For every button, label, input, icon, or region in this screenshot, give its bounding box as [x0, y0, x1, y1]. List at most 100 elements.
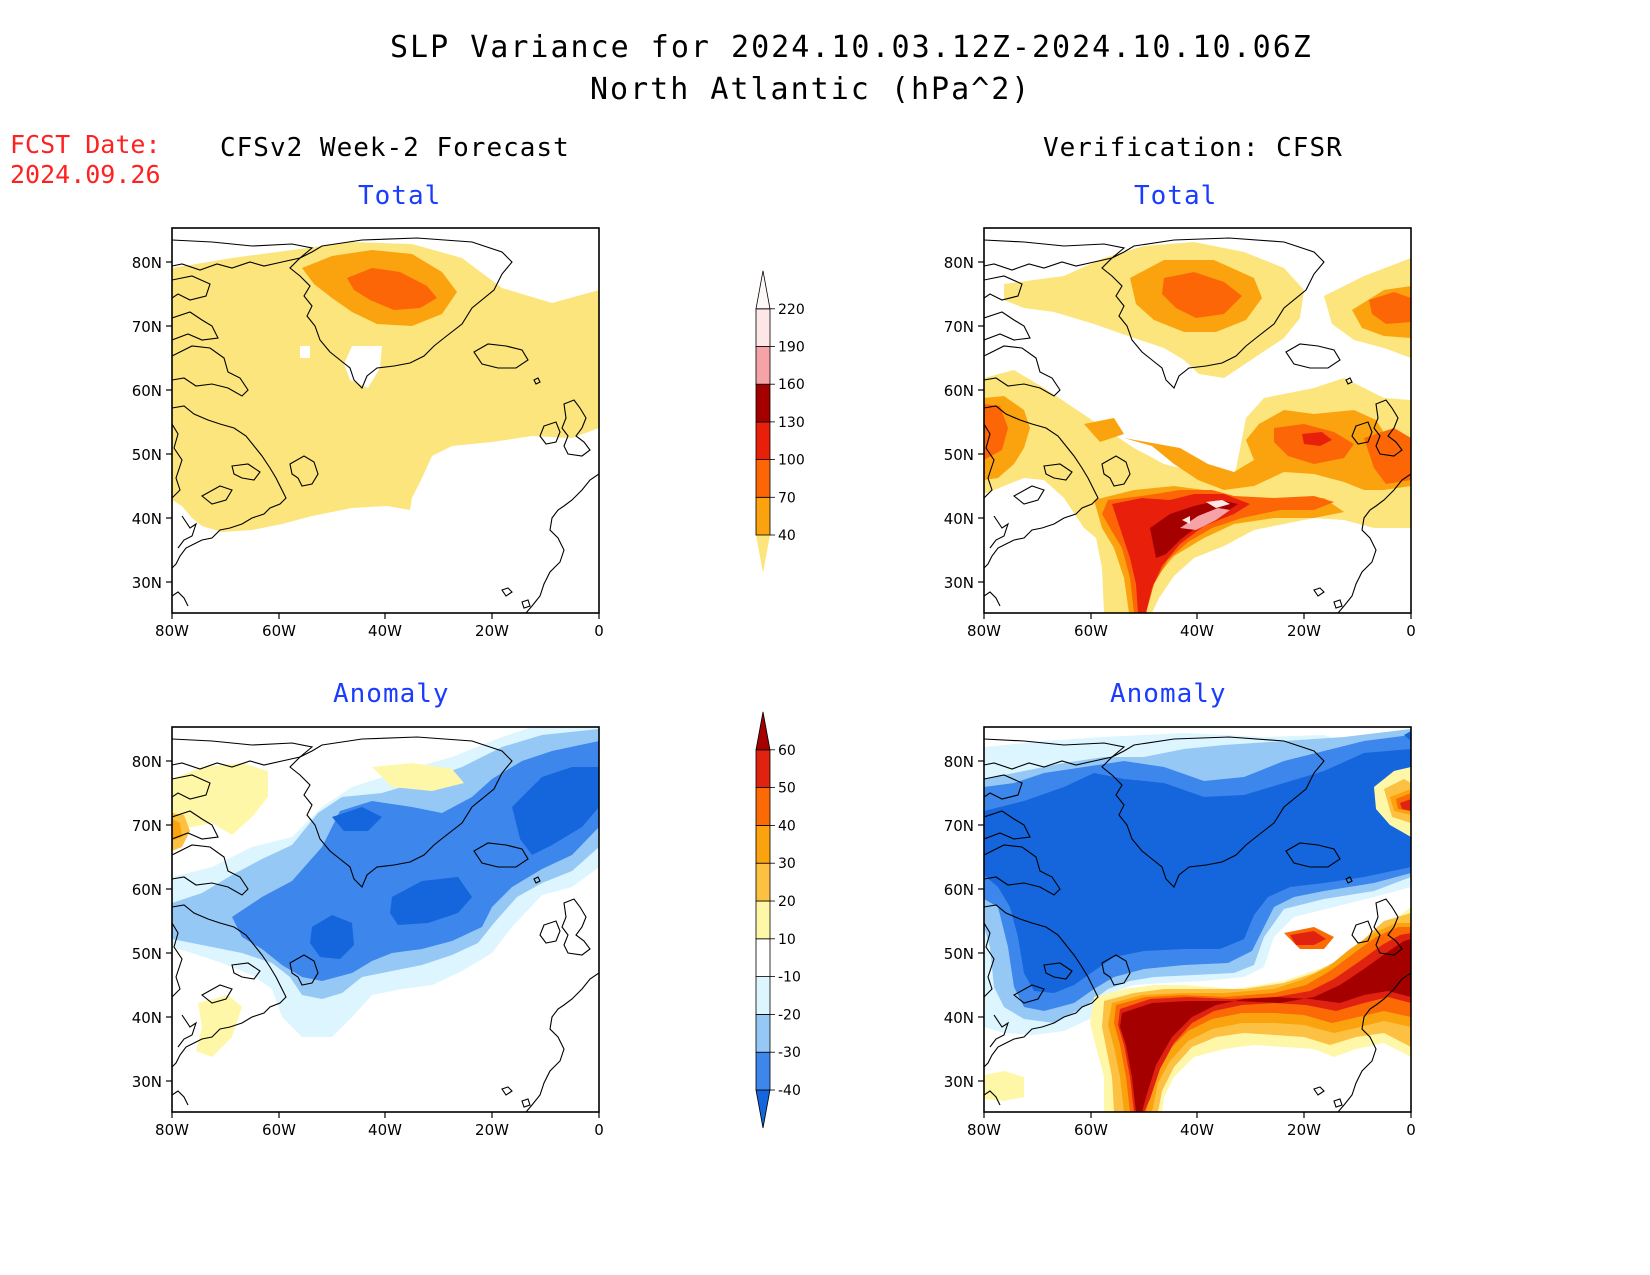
colorbar-bin: [755, 862, 771, 902]
panel-verification-total: [977, 227, 1412, 620]
colorbar-triangle-high: [755, 711, 771, 751]
lat-label: 30N: [132, 1073, 162, 1091]
lat-label: 50N: [944, 945, 974, 963]
lat-label: 80N: [132, 254, 162, 272]
contour-fill-220-plus: [1182, 500, 1230, 524]
panel-title-verification-anomaly: Anomaly: [1110, 679, 1227, 709]
axis-labels-forecast-anomaly: 80N 70N 60N 50N 40N 30N 80W 60W 40W 20W …: [132, 753, 604, 1139]
contour-fill-30-40: [172, 819, 182, 841]
lon-label: 80W: [967, 1121, 1001, 1139]
lon-label: 80W: [967, 622, 1001, 640]
colorbar-label: 100: [778, 453, 805, 469]
lon-label: 20W: [475, 622, 509, 640]
axis-labels-verification-total: 80N 70N 60N 50N 40N 30N 80W 60W 40W 20W …: [944, 254, 1416, 640]
lat-label: 70N: [132, 318, 162, 336]
lat-label: 50N: [132, 446, 162, 464]
column-title-verification: Verification: CFSR: [1043, 133, 1343, 163]
colorbar-label: -30: [778, 1045, 801, 1061]
colorbar-triangle-low: [756, 535, 770, 573]
colorbar-bin: [755, 976, 771, 1015]
chart-title-line2: North Atlantic (hPa^2): [590, 72, 1032, 107]
colorbar-label: 130: [778, 415, 805, 431]
lat-label: 50N: [132, 945, 162, 963]
contour-fill-minus40: [984, 731, 1411, 993]
lon-label: 0: [594, 622, 604, 640]
panel-verification-anomaly: [977, 726, 1412, 1119]
axis-labels-verification-anomaly: 80N 70N 60N 50N 40N 30N 80W 60W 40W 20W …: [944, 753, 1416, 1139]
lat-label: 30N: [132, 574, 162, 592]
colorbar-label: 10: [778, 932, 796, 948]
colorbar-label: 50: [778, 781, 796, 797]
lat-label: 70N: [944, 817, 974, 835]
lon-label: 20W: [1287, 1121, 1321, 1139]
lat-label: 80N: [944, 254, 974, 272]
lon-label: 60W: [262, 622, 296, 640]
colorbar-total: 40 70 100 130 160 190 220: [755, 270, 805, 573]
lat-label: 40N: [132, 1009, 162, 1027]
colorbar-label: -10: [778, 970, 801, 986]
colorbar-bin: [755, 459, 771, 498]
lat-label: 40N: [944, 1009, 974, 1027]
lat-label: 30N: [944, 1073, 974, 1091]
lat-label: 40N: [132, 510, 162, 528]
colorbar-bin: [755, 900, 771, 940]
colorbar-bin: [755, 787, 771, 826]
lon-label: 0: [594, 1121, 604, 1139]
colorbar-bin: [755, 825, 771, 864]
lat-label: 80N: [132, 753, 162, 771]
panel-forecast-anomaly: [165, 726, 600, 1119]
colorbar-triangle-high: [755, 270, 771, 310]
lon-label: 80W: [155, 622, 189, 640]
lat-label: 60N: [132, 382, 162, 400]
panel-title-forecast-anomaly: Anomaly: [333, 679, 450, 709]
lon-label: 20W: [475, 1121, 509, 1139]
lon-label: 40W: [368, 1121, 402, 1139]
fcst-date-label: FCST Date:: [10, 130, 161, 159]
lon-label: 40W: [368, 622, 402, 640]
chart-title-line1: SLP Variance for 2024.10.03.12Z-2024.10.…: [390, 30, 1313, 65]
contour-fill-60-plus: [1120, 939, 1411, 1112]
colorbar-bin: [755, 383, 771, 423]
colorbar-label: 70: [778, 490, 796, 506]
colorbar-bin: [755, 1051, 771, 1091]
colorbar-label: 190: [778, 340, 805, 356]
colorbar-label: -20: [778, 1007, 801, 1023]
lat-label: 60N: [132, 881, 162, 899]
lon-label: 0: [1406, 622, 1416, 640]
column-title-forecast: CFSv2 Week-2 Forecast: [220, 133, 570, 163]
contour-fill-130-160: [1112, 432, 1332, 613]
colorbar-label: 60: [778, 743, 796, 759]
colorbar-bin: [755, 938, 771, 977]
lat-label: 70N: [944, 318, 974, 336]
lat-label: 80N: [944, 753, 974, 771]
fcst-date-value: 2024.09.26: [10, 160, 161, 189]
colorbar-bin: [755, 496, 771, 536]
colorbar-label: 20: [778, 894, 796, 910]
lat-label: 60N: [944, 382, 974, 400]
colorbar-bin: [755, 1014, 771, 1053]
colorbar-label: 40: [778, 818, 796, 834]
panel-title-verification-total: Total: [1134, 181, 1218, 211]
gap-white-small: [300, 346, 310, 358]
lat-label: 30N: [944, 574, 974, 592]
colorbar-triangle-low: [755, 1089, 771, 1129]
lon-label: 40W: [1180, 622, 1214, 640]
lon-label: 80W: [155, 1121, 189, 1139]
lon-label: 60W: [1074, 622, 1108, 640]
lat-label: 70N: [132, 817, 162, 835]
colorbar-label: -40: [778, 1083, 801, 1099]
panel-title-forecast-total: Total: [358, 181, 442, 211]
lon-label: 60W: [262, 1121, 296, 1139]
axis-labels-forecast-total: 80N 70N 60N 50N 40N 30N 80W 60W 40W 20W …: [132, 254, 604, 640]
contour-fill-minus40: [310, 767, 599, 959]
colorbar-bin: [755, 421, 771, 460]
lat-label: 60N: [944, 881, 974, 899]
colorbar-label: 30: [778, 856, 796, 872]
contour-fill-10-20: [172, 763, 464, 1057]
contour-fill-40-70: [172, 242, 599, 532]
contour-fill-190-220: [1180, 508, 1230, 530]
colorbar-bin: [755, 308, 771, 347]
colorbar-label: 160: [778, 377, 805, 393]
lon-label: 60W: [1074, 1121, 1108, 1139]
colorbar-bin: [755, 346, 771, 385]
